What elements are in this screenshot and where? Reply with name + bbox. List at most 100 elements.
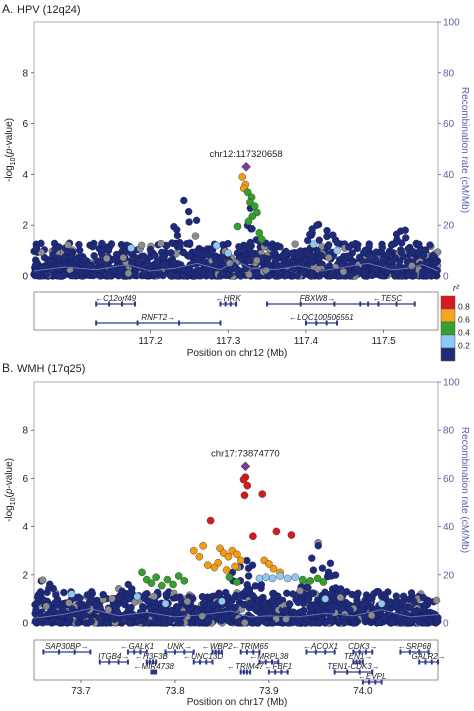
panel-b-snp-point [39,576,47,584]
panel-b-snp-point [251,582,260,590]
panel-b-snp-point [218,597,226,606]
panel-a-snp-point [89,243,97,251]
panel-b-snp-point [163,575,172,584]
panel-b-snp-point [314,542,322,550]
panel-a-snp-point [138,241,146,249]
panel-b-y2-tick-label: 60 [443,474,455,485]
panel-a-snp-point [339,267,348,276]
panel-b-snp-point [315,619,323,627]
panel-b-snp-point [239,475,248,484]
panel-a-snp-point [218,269,227,277]
panel-b-snp-point [307,605,316,614]
panel-b-snp-point [386,598,394,606]
panel-b-snp-point [265,560,273,568]
panel-b-snp-point [65,599,73,607]
panel-b-snp-point [189,546,198,555]
panel-a-snp-point [384,249,393,258]
panel-a-recombination-line [33,260,439,272]
panel-a-snp-point [68,272,77,280]
r2-legend: r² 0.8 0.6 0.4 0.2 [440,283,470,362]
panel-b-snp-point [374,588,383,596]
panel-b-snp-point [183,597,192,606]
gene-label: ←MRPL38 [249,652,289,661]
panel-b-snp-point [133,592,142,601]
panel-a-plot-frame [33,21,439,277]
panel-b-snp-point [399,592,408,600]
panel-b-snp-point [291,573,299,582]
panel-a-y2-tick-label: 60 [443,119,455,130]
gene-label: ←LOC100506551 [289,313,354,322]
panel-a-snp-point [429,251,437,260]
panel-a-label: A. [2,2,13,16]
panel-b-snp-point [115,594,124,602]
panel-a-x-tick-label: 117.3 [216,336,241,347]
panel-b-snp-point [204,561,212,569]
panel-a-snp-point [283,271,291,279]
panel-b-snp-point [269,589,277,598]
panel-a-snp-point [119,254,127,262]
panel-a-lead-snp-label: chr12:117320658 [209,149,282,160]
panel-b-snp-point [43,618,51,626]
panel-a-snp-point [185,218,193,226]
panel-b-snp-point [231,603,240,612]
panel-b-snp-point [412,613,421,622]
panel-b-snp-point [407,589,416,597]
panel-a-y2-tick-label: 20 [443,221,455,232]
panel-b-snp-point [366,595,374,603]
gene-mir4738: ←MIR4738 [134,662,175,675]
panel-b-y-axis-label: -log10(p-value) [4,458,17,522]
panel-b-lead-snp-marker [240,461,251,472]
panel-b-snp-point [254,597,262,605]
panel-a-snp-point [419,252,427,260]
panel-b-snp-point [208,601,217,609]
panel-b-snp-point [233,578,241,586]
panel-b-snp-point [34,593,42,601]
gene-c12orf49: ←C12orf49 [95,294,137,307]
panel-a-snp-point [48,265,56,274]
panel-b-snp-point [268,597,276,605]
panel-b-snp-point [37,612,45,620]
panel-a-snp-point [170,223,178,231]
legend-swatch [440,347,456,362]
panel-a-snp-point [353,265,361,273]
panel-a-snp-point [359,257,367,266]
panel-a-y-tick-label: 4 [22,170,28,181]
panel-b-snp-point [294,598,302,607]
panel-a-snp-point [180,272,188,280]
gene-mrpl38: ←MRPL38 [249,652,289,665]
panel-b-snp-point [233,550,241,559]
panel-a-snp-point [408,262,416,270]
gene-hrk: ←HRK [216,294,241,307]
panel-b-snp-point [262,573,270,582]
panel-a-snp-point [274,269,283,277]
gene-trim65: ←TRIM65 [232,642,269,655]
panel-a-snp-point [348,241,356,249]
panel-a-snp-point [243,188,252,196]
panel-a-snp-point [368,271,376,280]
panel-b-snp-point [326,559,335,567]
panel-b-snp-point [341,618,349,627]
panel-a-snp-point [167,270,175,279]
gene-label: TEN1→ [344,652,372,661]
panel-a-snp-point [134,258,143,266]
panel-b-snp-point [409,597,418,605]
panel-b: B. WMH (17q25) -log10(p-value) Recombina… [2,361,470,708]
panel-a-snp-point [346,272,354,280]
panel-a-snp-point [192,216,201,224]
panel-a-snp-point [144,259,152,268]
panel-b-snp-point [328,617,336,625]
panel-a-snp-point [419,268,427,276]
panel-b-snp-point [45,584,53,592]
panel-b-snp-point [283,574,292,583]
panel-a-snp-point [378,243,386,252]
panel-b-snp-point [127,604,135,612]
panel-a-snp-point [238,173,247,181]
gene-label: ←SRP68 [398,642,432,651]
panel-b-snp-point [225,573,234,582]
panel-a-snp-point [271,248,279,257]
panel-a-snp-point [168,239,176,247]
panel-b-snp-point [255,574,264,583]
panel-a-snp-point [267,243,276,251]
panel-b-snp-point [313,574,322,583]
